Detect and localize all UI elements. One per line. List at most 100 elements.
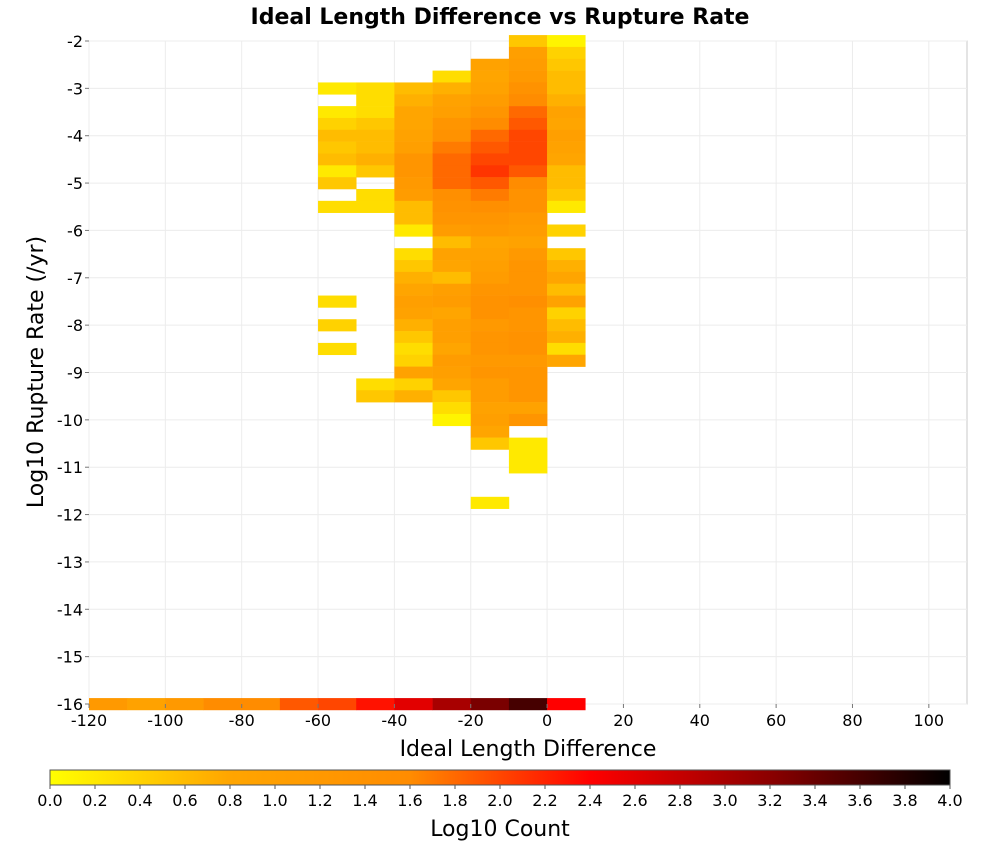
- heatmap-cell: [318, 165, 357, 178]
- heatmap-cell: [508, 58, 548, 71]
- heatmap-cell: [470, 260, 510, 273]
- x-tick-label: 80: [842, 711, 862, 730]
- colorbar-tick-label: 0.0: [37, 791, 62, 810]
- heatmap-cell: [432, 271, 472, 285]
- y-tick-label: -6: [67, 221, 83, 240]
- heatmap-cell: [356, 390, 395, 403]
- heatmap-cell: [547, 307, 586, 320]
- heatmap-cell: [470, 271, 510, 285]
- heatmap-cell: [394, 177, 433, 190]
- heatmap-cell: [547, 698, 586, 711]
- heatmap-cell: [394, 188, 433, 202]
- heatmap-cell: [470, 236, 510, 249]
- y-tick-label: -11: [57, 458, 83, 477]
- colorbar-tick-label: 1.8: [442, 791, 467, 810]
- heatmap-cell: [165, 698, 204, 711]
- y-tick-label: -3: [67, 79, 83, 98]
- x-tick-label: -80: [229, 711, 255, 730]
- heatmap-cell: [432, 188, 472, 202]
- heatmap-cell: [508, 224, 548, 237]
- heatmap-cell: [508, 307, 548, 320]
- heatmap-cell: [547, 46, 586, 60]
- heatmap-cell: [508, 153, 548, 166]
- heatmap-cell: [394, 390, 433, 403]
- heatmap-cell: [470, 224, 510, 237]
- heatmap-cell: [470, 248, 510, 261]
- heatmap-cell: [470, 117, 510, 131]
- heatmap-cell: [508, 698, 548, 711]
- heatmap-cell: [547, 153, 586, 166]
- heatmap-cell: [508, 260, 548, 273]
- heatmap-cell: [470, 82, 510, 95]
- heatmap-cell: [508, 366, 548, 379]
- heatmap-cell: [508, 165, 548, 178]
- heatmap-cell: [432, 378, 472, 391]
- colorbar-tick-label: 1.4: [352, 791, 377, 810]
- heatmap-cells: [89, 35, 586, 711]
- heatmap-cell: [318, 319, 357, 332]
- y-tick-label: -10: [57, 411, 83, 430]
- heatmap-cell: [432, 319, 472, 332]
- heatmap-cell: [432, 331, 472, 344]
- heatmap-cell: [394, 224, 433, 237]
- colorbar-tick-label: 2.0: [487, 791, 512, 810]
- y-axis-label: Log10 Rupture Rate (/yr): [24, 236, 49, 508]
- heatmap-cell: [508, 331, 548, 344]
- colorbar-tick-label: 2.4: [577, 791, 602, 810]
- heatmap-cell: [394, 200, 433, 213]
- heatmap-cell: [356, 378, 395, 391]
- heatmap-cell: [432, 70, 472, 83]
- heatmap-cell: [318, 200, 357, 213]
- heatmap-cell: [547, 295, 586, 308]
- heatmap-cell: [394, 331, 433, 344]
- heatmap-cell: [470, 366, 510, 379]
- y-tick-label: -14: [57, 600, 83, 619]
- x-axis-ticks: -120 -100 -80 -60 -40 -20 0 20 40 60 80 100: [71, 704, 944, 730]
- heatmap-cell: [547, 200, 586, 213]
- heatmap-cell: [508, 402, 548, 415]
- x-tick-label: 20: [613, 711, 633, 730]
- heatmap-cell: [547, 58, 586, 71]
- heatmap-cell: [508, 106, 548, 119]
- heatmap-cell: [470, 307, 510, 320]
- heatmap-cell: [508, 141, 548, 154]
- heatmap-cell: [127, 698, 166, 711]
- y-tick-label: -16: [57, 695, 83, 714]
- heatmap-cell: [470, 141, 510, 154]
- heatmap-cell: [508, 200, 548, 213]
- heatmap-cell: [394, 153, 433, 166]
- heatmap-cell: [432, 354, 472, 367]
- heatmap-cell: [318, 177, 357, 190]
- heatmap-cell: [470, 390, 510, 403]
- y-tick-label: -5: [67, 174, 83, 193]
- y-tick-label: -8: [67, 316, 83, 335]
- heatmap-cell: [547, 224, 586, 237]
- heatmap-cell: [318, 117, 357, 131]
- heatmap-cell: [241, 698, 281, 711]
- heatmap-cell: [508, 70, 548, 83]
- heatmap-cell: [470, 106, 510, 119]
- heatmap-cell: [508, 271, 548, 285]
- heatmap-cell: [318, 106, 357, 119]
- heatmap-cell: [508, 177, 548, 190]
- heatmap-cell: [508, 283, 548, 296]
- heatmap-cell: [508, 295, 548, 308]
- heatmap-cell: [356, 200, 395, 213]
- colorbar: [49, 769, 951, 786]
- colorbar-tick-label: 3.2: [757, 791, 782, 810]
- heatmap-cell: [394, 106, 433, 119]
- heatmap-cell: [470, 295, 510, 308]
- y-tick-label: -13: [57, 553, 83, 572]
- heatmap-cell: [508, 35, 548, 48]
- chart-title: Ideal Length Difference vs Rupture Rate: [251, 5, 750, 30]
- heatmap-cell: [470, 698, 510, 711]
- heatmap-cell: [508, 248, 548, 261]
- heatmap-cell: [547, 35, 586, 48]
- heatmap-cell: [432, 165, 472, 178]
- heatmap-cell: [508, 354, 548, 367]
- x-tick-label: 40: [690, 711, 710, 730]
- heatmap-cell: [356, 165, 395, 178]
- heatmap-cell: [470, 425, 510, 438]
- heatmap-cell: [547, 129, 586, 142]
- heatmap-cell: [394, 117, 433, 131]
